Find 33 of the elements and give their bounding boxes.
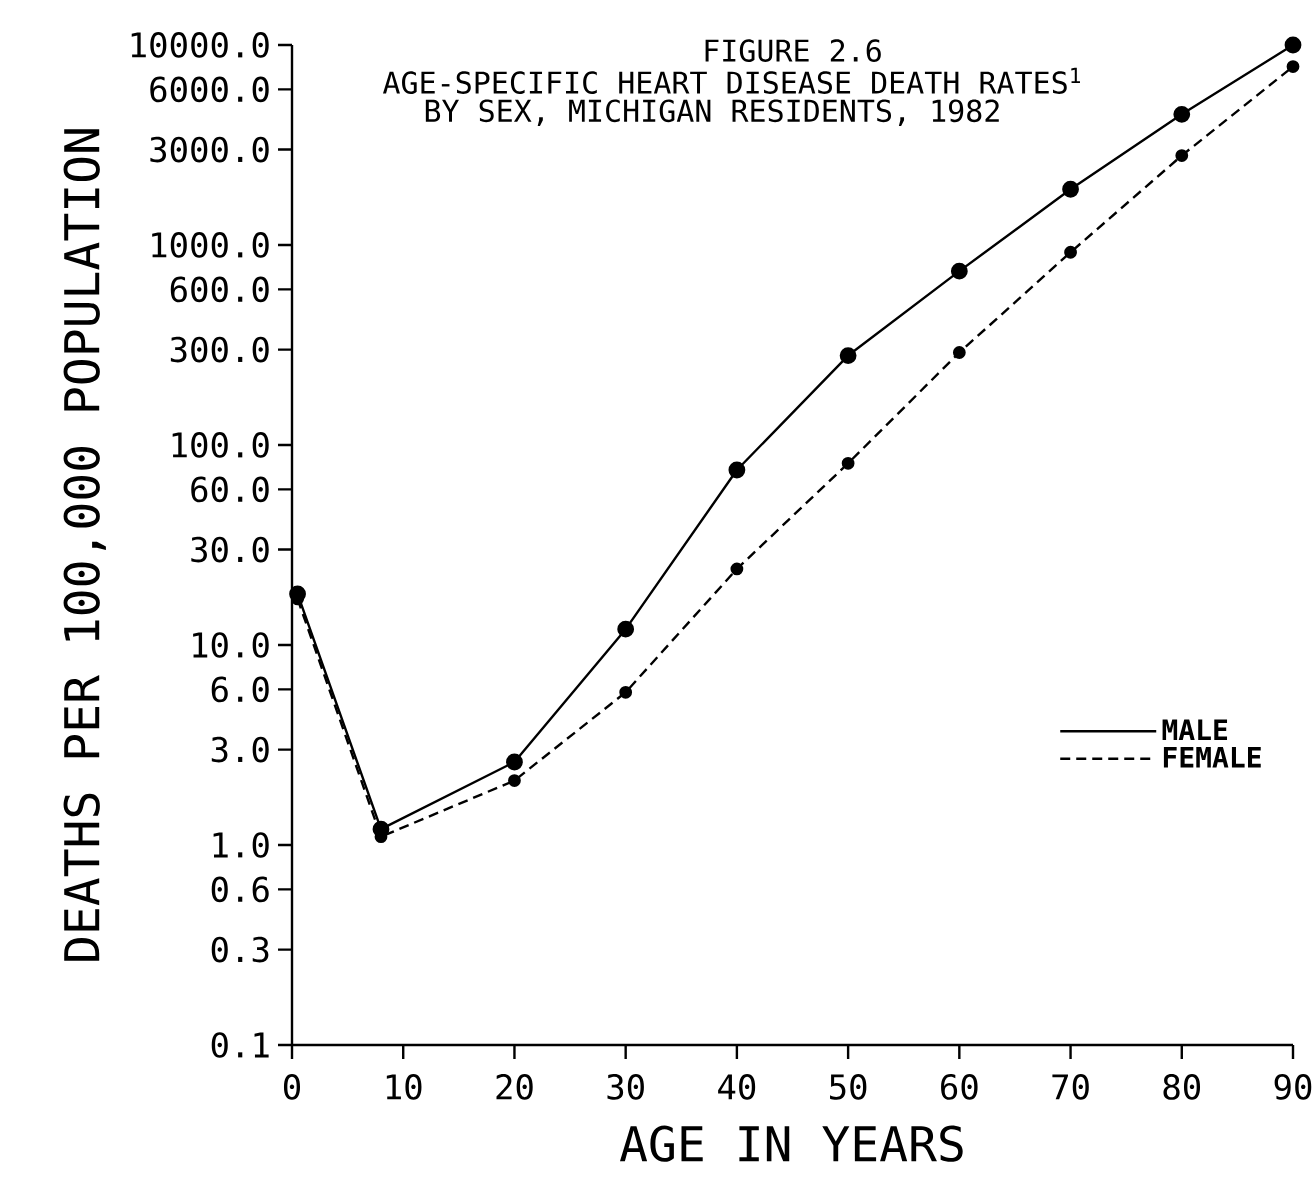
y-tick-label: 30.0	[191, 536, 269, 563]
y-tick-label: 1000.0	[152, 232, 269, 258]
x-tick-label: 50	[830, 1074, 867, 1100]
text: AGE-SPECIFIC HEART DISEASE DEATH RATES$^{1}$	[382, 67, 1080, 94]
chart-title: FIGURE 2.6	[705, 39, 881, 62]
x-tick-label: 30	[607, 1074, 644, 1100]
y-tick-label: 3000.0	[150, 136, 269, 163]
x-tick-label: 70	[1052, 1074, 1089, 1100]
x-tick-label: 80	[1163, 1074, 1201, 1100]
y-tick-label: 6.0	[211, 676, 269, 703]
y-tick-label: 0.1	[211, 1032, 269, 1058]
y-tick-label: 300.0	[170, 336, 269, 363]
y-tick-label: 10.0	[193, 632, 269, 658]
x-tick-label: 60	[941, 1074, 978, 1100]
y-tick-label: 6000.0	[150, 76, 269, 103]
y-tick-label: 0.3	[211, 936, 269, 963]
y-axis-title: DEATHS PER 100,000 POPULATION	[63, 129, 106, 961]
x-tick-label: 20	[496, 1074, 533, 1100]
y-tick-label: 1.0	[213, 832, 269, 858]
x-tick-label: 90	[1274, 1074, 1312, 1100]
y-tick-label: 10000.0	[131, 32, 269, 58]
x-tick-label: 40	[718, 1074, 756, 1100]
x-tick-label: 10	[386, 1074, 422, 1100]
y-tick-label: 3.0	[211, 736, 269, 763]
x-tick-label: 0	[283, 1074, 301, 1100]
y-tick-label: 100.0	[172, 432, 269, 458]
y-tick-label: 600.0	[170, 276, 269, 303]
x-axis-title: AGE IN YEARS	[619, 1125, 963, 1162]
legend-label: MALE	[1162, 719, 1228, 740]
legend-label: FEMALE	[1163, 746, 1261, 768]
annotation: BY SEX, MICHIGAN RESIDENTS, 1982	[425, 99, 999, 126]
y-tick-label: 0.6	[211, 876, 269, 903]
y-tick-label: 60.0	[191, 476, 269, 503]
